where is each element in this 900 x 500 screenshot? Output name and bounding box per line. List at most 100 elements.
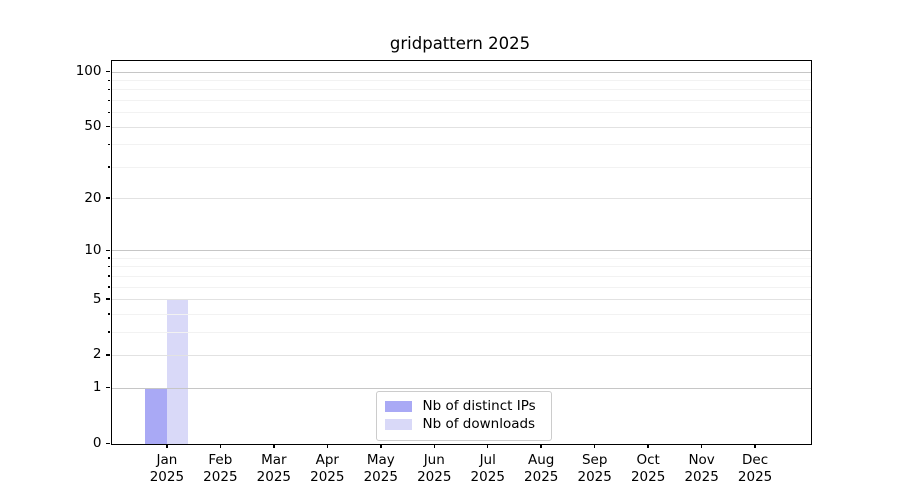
y-gridline-decade bbox=[111, 71, 811, 73]
x-tick-year: 2025 bbox=[737, 469, 773, 485]
x-tick-month: Feb bbox=[208, 451, 233, 468]
y-tick bbox=[106, 386, 110, 389]
y-gridline-decade bbox=[111, 387, 811, 389]
y-tick-label: 10 bbox=[84, 241, 102, 258]
x-tick-month: Apr bbox=[315, 451, 339, 468]
x-tick-month: Jun bbox=[423, 451, 445, 468]
y-minor-tick bbox=[108, 257, 110, 259]
y-gridline-minor bbox=[111, 257, 811, 259]
y-gridline-minor bbox=[111, 166, 811, 168]
legend-swatch-distinct-ips bbox=[384, 400, 412, 412]
y-minor-tick bbox=[108, 111, 110, 114]
x-tick-year: 2025 bbox=[470, 469, 505, 485]
x-tick-month: Sep bbox=[581, 451, 608, 468]
x-tick-label: Dec 2025 bbox=[727, 452, 783, 487]
x-tick bbox=[540, 443, 542, 448]
axis-layer: 0 1 2 5 10 20 50 100 Jan 2025 Feb 2025 Mar 2025 Apr 202… bbox=[76, 61, 811, 485]
x-tick-year: 2025 bbox=[363, 469, 398, 485]
y-minor-tick bbox=[108, 143, 110, 146]
bar-nb-of-distinct-ips bbox=[145, 387, 167, 444]
x-tick-year: 2025 bbox=[577, 469, 612, 485]
x-tick bbox=[219, 443, 222, 448]
x-tick-year: 2025 bbox=[256, 469, 292, 485]
y-gridline-minor bbox=[111, 275, 811, 277]
x-tick-label: Nov 2025 bbox=[674, 452, 730, 487]
y-minor-tick bbox=[108, 79, 110, 82]
x-tick-year: 2025 bbox=[417, 469, 452, 485]
x-tick-label: Feb 2025 bbox=[192, 452, 248, 487]
y-minor-tick bbox=[108, 88, 110, 91]
x-tick bbox=[647, 443, 649, 448]
chart-title: gridpattern 2025 bbox=[389, 34, 531, 53]
x-tick bbox=[380, 443, 382, 448]
y-tick bbox=[106, 125, 110, 128]
y-minor-tick bbox=[108, 99, 110, 102]
y-gridline-decade bbox=[111, 250, 811, 252]
y-tick bbox=[106, 354, 110, 356]
y-tick-label: 50 bbox=[84, 118, 102, 135]
legend: Nb of distinct IPs Nb of downloads bbox=[375, 390, 552, 441]
y-gridline-major bbox=[111, 126, 811, 128]
x-tick-label: Mar 2025 bbox=[246, 452, 302, 487]
bars-layer bbox=[112, 61, 811, 444]
x-tick bbox=[166, 443, 168, 448]
x-tick-label: Apr 2025 bbox=[299, 452, 355, 487]
x-tick-month: Nov bbox=[688, 451, 715, 468]
y-tick-label: 20 bbox=[84, 189, 102, 206]
y-minor-tick bbox=[108, 313, 110, 315]
y-gridline-minor bbox=[111, 89, 811, 91]
y-tick bbox=[106, 298, 110, 300]
x-tick-year: 2025 bbox=[684, 469, 719, 485]
x-tick-year: 2025 bbox=[149, 469, 185, 485]
y-tick-label: 5 bbox=[92, 290, 102, 307]
y-tick bbox=[106, 70, 110, 73]
legend-item-distinct-ips: Nb of distinct IPs bbox=[384, 398, 543, 415]
legend-label-distinct-ips: Nb of distinct IPs bbox=[422, 398, 536, 414]
y-tick-label: 2 bbox=[92, 346, 102, 363]
legend-item-downloads: Nb of downloads bbox=[384, 416, 543, 433]
x-tick bbox=[486, 443, 489, 448]
x-tick-label: Jul 2025 bbox=[460, 452, 516, 487]
bar-nb-of-downloads bbox=[166, 299, 189, 444]
x-tick bbox=[273, 443, 275, 448]
x-tick bbox=[593, 443, 596, 448]
y-gridline-minor bbox=[111, 80, 811, 82]
y-minor-tick bbox=[108, 286, 110, 288]
x-tick-year: 2025 bbox=[203, 469, 238, 485]
x-tick bbox=[700, 443, 703, 448]
y-tick bbox=[106, 249, 110, 252]
grid-layer bbox=[111, 61, 811, 444]
y-gridline-minor bbox=[111, 112, 811, 114]
x-tick-label: Sep 2025 bbox=[567, 452, 623, 487]
x-tick bbox=[754, 443, 756, 448]
x-tick bbox=[433, 443, 435, 448]
x-tick-year: 2025 bbox=[630, 469, 666, 485]
y-gridline-minor bbox=[111, 286, 811, 288]
x-tick-month: Oct bbox=[636, 451, 660, 468]
plot-area: 0 1 2 5 10 20 50 100 Jan 2025 Feb 2025 Mar 2025 Apr 202… bbox=[76, 59, 812, 485]
legend-swatch-downloads bbox=[384, 418, 412, 430]
y-minor-tick bbox=[108, 265, 110, 268]
y-minor-tick bbox=[108, 275, 110, 277]
y-tick-label: 100 bbox=[75, 63, 102, 80]
y-minor-tick bbox=[108, 166, 110, 168]
x-tick-month: Jan bbox=[156, 451, 178, 468]
y-tick-label: 0 bbox=[92, 435, 102, 451]
y-gridline-minor bbox=[111, 144, 811, 146]
x-tick-year: 2025 bbox=[524, 469, 559, 485]
y-tick-label: 1 bbox=[92, 379, 102, 396]
x-tick-month: Dec bbox=[742, 451, 769, 468]
y-gridline-minor bbox=[111, 313, 811, 315]
y-gridline-minor bbox=[111, 266, 811, 268]
x-tick-month: Mar bbox=[261, 451, 287, 468]
x-tick-label: May 2025 bbox=[353, 452, 409, 487]
y-tick bbox=[106, 197, 110, 199]
x-tick-label: Oct 2025 bbox=[620, 452, 676, 487]
x-tick-month: Aug bbox=[528, 451, 555, 468]
x-tick-label: Aug 2025 bbox=[513, 452, 569, 487]
x-tick-label: Jun 2025 bbox=[406, 452, 462, 487]
y-minor-tick bbox=[108, 331, 110, 333]
legend-label-downloads: Nb of downloads bbox=[422, 416, 536, 432]
y-tick bbox=[106, 442, 110, 445]
